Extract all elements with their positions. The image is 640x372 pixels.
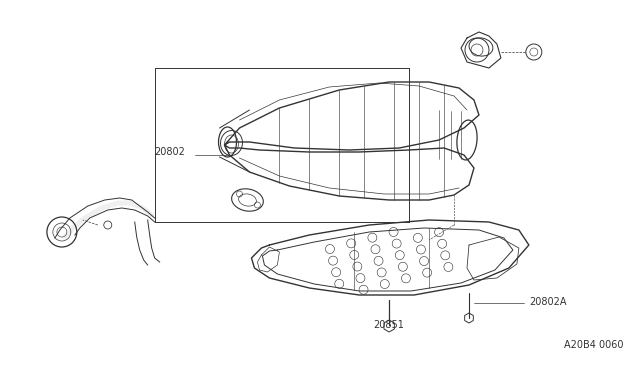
Text: A20B4 0060: A20B4 0060 [564,340,623,350]
Text: 20802: 20802 [155,147,186,157]
Text: 20802A: 20802A [529,297,566,307]
Text: 20851: 20851 [374,320,404,330]
